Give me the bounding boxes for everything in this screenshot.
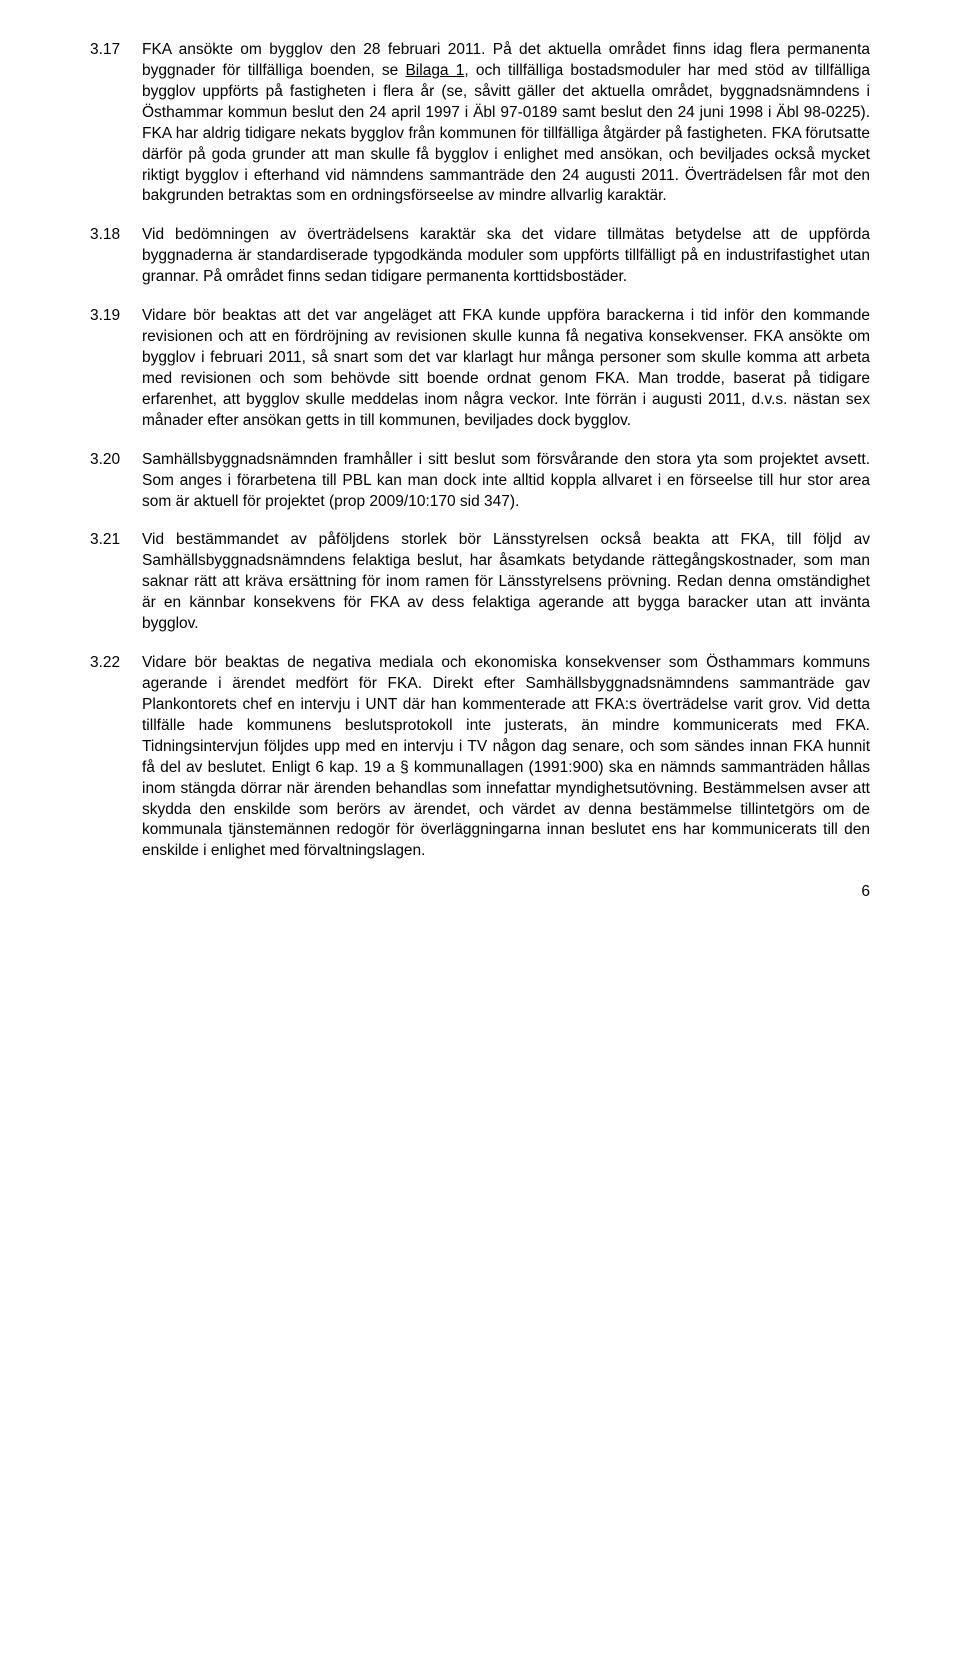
paragraph: 3.19Vidare bör beaktas att det var angel…: [90, 306, 870, 432]
paragraph: 3.20Samhällsbyggnadsnämnden framhåller i…: [90, 450, 870, 513]
paragraph-number: 3.18: [90, 225, 142, 288]
text-segment: , och tillfälliga bostadsmoduler har med…: [142, 62, 870, 205]
text-segment: Bilaga 1: [405, 62, 464, 79]
text-segment: Vid bedömningen av överträdelsens karakt…: [142, 226, 870, 285]
text-segment: Vid bestämmandet av påföljdens storlek b…: [142, 531, 870, 632]
paragraph: 3.18Vid bedömningen av överträdelsens ka…: [90, 225, 870, 288]
text-segment: Samhällsbyggnadsnämnden framhåller i sit…: [142, 451, 870, 510]
paragraph-body: Vidare bör beaktas att det var angeläget…: [142, 306, 870, 432]
paragraph-number: 3.17: [90, 40, 142, 207]
paragraph-body: FKA ansökte om bygglov den 28 februari 2…: [142, 40, 870, 207]
paragraph-number: 3.21: [90, 530, 142, 635]
paragraph-number: 3.22: [90, 653, 142, 862]
text-segment: Vidare bör beaktas att det var angeläget…: [142, 307, 870, 429]
paragraph: 3.21Vid bestämmandet av påföljdens storl…: [90, 530, 870, 635]
paragraph-body: Vid bedömningen av överträdelsens karakt…: [142, 225, 870, 288]
paragraph-body: Vid bestämmandet av påföljdens storlek b…: [142, 530, 870, 635]
paragraph-body: Vidare bör beaktas de negativa mediala o…: [142, 653, 870, 862]
paragraph: 3.22Vidare bör beaktas de negativa media…: [90, 653, 870, 862]
paragraph-number: 3.19: [90, 306, 142, 432]
paragraph: 3.17FKA ansökte om bygglov den 28 februa…: [90, 40, 870, 207]
page-number: 6: [90, 882, 870, 903]
text-segment: Vidare bör beaktas de negativa mediala o…: [142, 654, 870, 859]
paragraph-number: 3.20: [90, 450, 142, 513]
paragraph-body: Samhällsbyggnadsnämnden framhåller i sit…: [142, 450, 870, 513]
